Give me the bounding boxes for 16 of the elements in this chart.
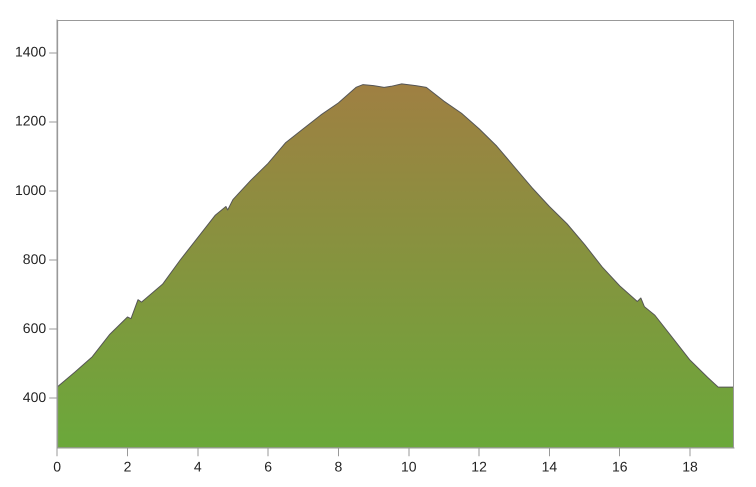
y-tick-label: 400 [22,388,46,405]
x-tick-label: 16 [612,458,628,474]
x-tick-label: 8 [334,458,343,474]
y-tick-label: 1400 [14,44,46,60]
x-tick-label: 10 [400,458,417,474]
x-tick-label: 6 [264,458,272,474]
x-tick-label: 4 [194,458,202,474]
x-tick-label: 12 [471,458,488,474]
x-tick-label: 18 [682,458,698,474]
x-tick-label: 2 [124,458,132,474]
y-tick-label: 800 [22,250,46,267]
x-tick-label: 14 [542,458,558,474]
y-tick-label: 600 [22,320,46,336]
x-tick-label: 0 [53,458,62,474]
y-tick-label: 1200 [14,112,46,129]
y-tick-label: 1000 [14,182,46,198]
